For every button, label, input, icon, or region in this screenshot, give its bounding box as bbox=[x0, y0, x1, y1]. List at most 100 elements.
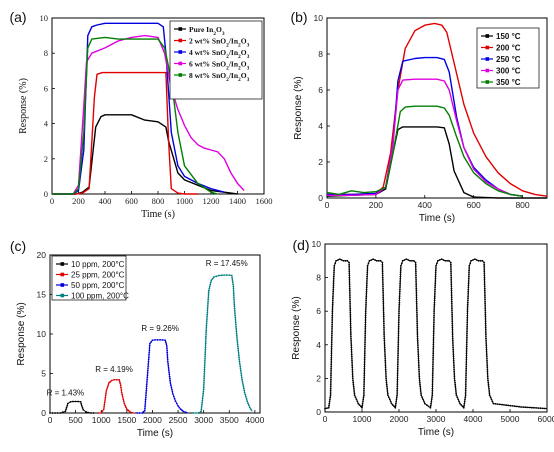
panel-c-data-point bbox=[177, 405, 179, 407]
panel-c-data-point bbox=[151, 339, 154, 342]
panel-d-data-point bbox=[332, 282, 335, 284]
panel-b-y-tick-label: 6 bbox=[318, 85, 323, 95]
panel-d-data-point bbox=[450, 274, 452, 277]
panel-d-data-point bbox=[329, 398, 331, 401]
panel-d-data-point bbox=[330, 354, 333, 357]
panel-d-data-point bbox=[484, 320, 487, 323]
panel-d-data-point bbox=[364, 314, 367, 317]
panel-c-data-point bbox=[202, 388, 205, 391]
panel-c-data-point bbox=[170, 386, 173, 389]
panel-d-data-point bbox=[332, 293, 334, 295]
panel-c-data-point bbox=[149, 342, 151, 345]
panel-d-data-point bbox=[431, 383, 434, 385]
panel-d-data-point bbox=[432, 347, 435, 350]
panel-d-data-point bbox=[481, 259, 484, 262]
panel-d-x-tick-label: 3000 bbox=[427, 414, 446, 424]
panel-d-data-point bbox=[332, 284, 335, 287]
panel-c-data-point bbox=[166, 356, 169, 358]
panel-d-data-point bbox=[397, 334, 400, 337]
panel-d-data-point bbox=[474, 258, 476, 260]
panel-d-data-point bbox=[382, 311, 385, 314]
panel-d-data-point bbox=[541, 407, 544, 410]
panel-d-data-point bbox=[434, 284, 437, 287]
panel-d-data-point bbox=[335, 259, 337, 262]
panel-c-annotation-4: R = 17.45% bbox=[206, 259, 248, 268]
panel-c-data-point bbox=[148, 344, 151, 347]
panel-c-legend-marker-4 bbox=[60, 293, 65, 298]
panel-c-data-point bbox=[205, 331, 208, 334]
panel-d-data-point bbox=[365, 306, 367, 308]
panel-c-data-point bbox=[206, 318, 208, 320]
panel-d-data-point bbox=[431, 370, 434, 372]
panel-c-data-point bbox=[167, 365, 170, 367]
panel-d-data-point bbox=[349, 320, 352, 323]
panel-d-data-point bbox=[384, 353, 386, 355]
panel-c-data-point bbox=[143, 409, 146, 412]
panel-d-data-point bbox=[398, 303, 401, 306]
panel-d-data-point bbox=[531, 406, 533, 409]
panel-d-data-point bbox=[467, 286, 470, 289]
panel-d-data-point bbox=[466, 301, 469, 304]
panel-d-data-point bbox=[479, 259, 482, 262]
panel-d-data-point bbox=[417, 364, 420, 366]
panel-d-data-point bbox=[395, 402, 397, 405]
panel-d-data-point bbox=[467, 297, 469, 300]
panel-d-data-point bbox=[425, 404, 428, 406]
panel-b-series-line-1 bbox=[326, 126, 547, 199]
panel-c-data-point bbox=[200, 410, 203, 413]
panel-a-x-tick-label: 1200 bbox=[203, 196, 220, 206]
panel-c-data-point bbox=[147, 365, 150, 367]
panel-d-data-point bbox=[431, 387, 434, 390]
panel-d-data-point bbox=[485, 333, 487, 336]
panel-d-data-point bbox=[349, 329, 352, 331]
panel-d-data-point bbox=[431, 372, 434, 374]
panel-d-data-point bbox=[432, 367, 434, 370]
panel-d-data-point bbox=[468, 269, 470, 272]
panel-d-data-point bbox=[379, 259, 382, 262]
panel-c-legend-label-1: 10 ppm, 200°C bbox=[71, 260, 125, 269]
panel-d-data-point bbox=[386, 388, 389, 390]
panel-c-data-point bbox=[203, 370, 206, 373]
panel-d-data-point bbox=[432, 325, 435, 328]
panel-d-data-point bbox=[364, 316, 367, 319]
panel-c-legend-marker-2 bbox=[60, 272, 65, 277]
panel-c-data-point bbox=[72, 400, 74, 403]
panel-c-data-point bbox=[182, 410, 185, 413]
panel-c-data-point bbox=[205, 329, 208, 331]
panel-c-data-point bbox=[161, 339, 164, 341]
panel-c-data-point bbox=[235, 323, 237, 326]
panel-d-data-point bbox=[415, 300, 418, 303]
panel-b-series-line-4 bbox=[327, 78, 523, 197]
panel-c-data-point bbox=[205, 322, 208, 325]
panel-d-data-point bbox=[491, 400, 494, 403]
panel-d-data-point bbox=[417, 351, 420, 353]
panel-d-data-point bbox=[348, 272, 351, 275]
panel-c-data-point bbox=[207, 298, 210, 301]
panel-d-data-point bbox=[396, 367, 399, 370]
panel-d-data-point bbox=[464, 394, 467, 397]
panel-d-data-point bbox=[434, 288, 436, 291]
panel-c-data-point bbox=[165, 345, 168, 347]
panel-d-data-point bbox=[451, 337, 454, 340]
panel-d-data-point bbox=[350, 342, 353, 344]
panel-d-data-point bbox=[395, 396, 398, 399]
panel-c-data-point bbox=[101, 410, 104, 412]
panel-d-data-point bbox=[461, 405, 464, 408]
panel-d-data-point bbox=[464, 387, 467, 390]
panel-c-legend-label-2: 25 ppm, 200°C bbox=[71, 270, 125, 279]
panel-c-data-point bbox=[238, 360, 241, 363]
panel-d-data-point bbox=[397, 336, 400, 339]
panel-d-data-point bbox=[483, 283, 486, 286]
panel-c-data-point bbox=[213, 276, 215, 278]
panel-c-data-point bbox=[61, 411, 64, 414]
panel-d-data-point bbox=[364, 332, 367, 335]
panel-d-data-point bbox=[485, 353, 488, 355]
panel-d-data-point bbox=[415, 270, 417, 273]
panel-d-data-point bbox=[484, 311, 487, 314]
panel-d-data-point bbox=[382, 315, 385, 318]
panel-c-data-point bbox=[237, 352, 240, 354]
panel-d-data-point bbox=[384, 351, 386, 353]
panel-d-data-point bbox=[465, 347, 468, 350]
panel-d-data-point bbox=[340, 259, 343, 261]
panel-d-data-point bbox=[467, 295, 469, 297]
